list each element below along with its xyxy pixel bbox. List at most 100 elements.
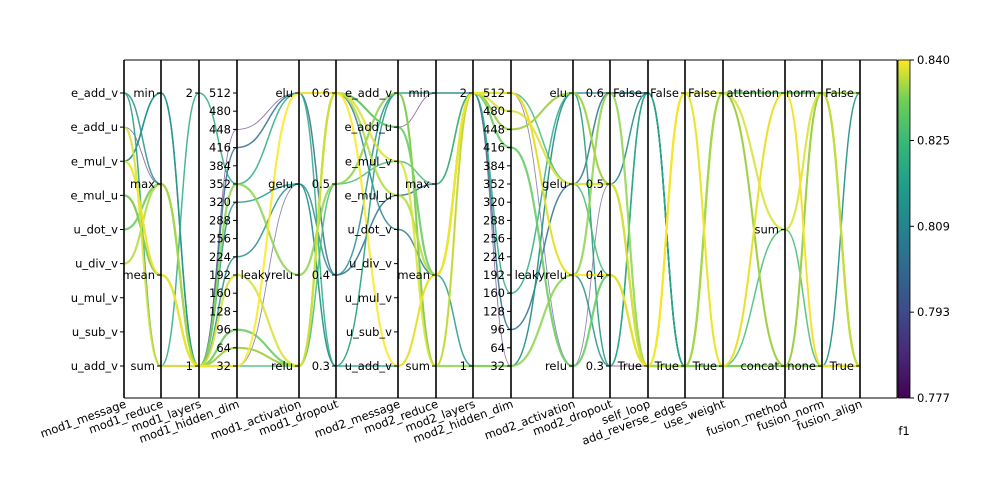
colorbar-label: f1 <box>898 424 909 438</box>
tick-label: 0.5 <box>586 177 604 191</box>
tick-label: elu <box>275 86 293 100</box>
tick-label: u_sub_v <box>72 325 118 339</box>
tick-label: e_mul_v <box>345 154 392 168</box>
tick-label: mean <box>397 268 430 282</box>
tick-label: 256 <box>483 232 505 246</box>
tick-label: 2 <box>186 86 193 100</box>
tick-label: 160 <box>209 286 231 300</box>
tick-label: 0.5 <box>312 177 330 191</box>
tick-label: mean <box>122 268 155 282</box>
series-line <box>124 91 860 368</box>
tick-label: leakyrelu <box>515 268 567 282</box>
tick-label: u_mul_v <box>345 291 392 305</box>
tick-label: 384 <box>483 159 505 173</box>
tick-label: min <box>408 86 430 100</box>
tick-label: 352 <box>483 177 505 191</box>
tick-label: attention <box>727 86 779 100</box>
tick-label: 1 <box>460 359 467 373</box>
tick-label: none <box>787 359 816 373</box>
tick-label: min <box>133 86 155 100</box>
tick-label: concat <box>740 359 779 373</box>
tick-label: 480 <box>209 104 231 118</box>
tick-label: 384 <box>209 159 231 173</box>
tick-label: True <box>617 359 642 373</box>
tick-label: True <box>692 359 717 373</box>
tick-label: e_mul_u <box>70 188 118 202</box>
tick-label: e_add_u <box>344 120 392 134</box>
tick-label: 128 <box>209 304 231 318</box>
tick-label: u_dot_v <box>348 223 393 237</box>
tick-label: u_add_v <box>71 359 118 373</box>
tick-label: u_add_v <box>345 359 392 373</box>
tick-label: u_div_v <box>349 257 392 271</box>
tick-label: True <box>654 359 679 373</box>
tick-label: gelu <box>542 177 567 191</box>
tick-label: e_add_v <box>345 86 392 100</box>
tick-label: 160 <box>483 286 505 300</box>
tick-label: 256 <box>209 232 231 246</box>
tick-label: 1 <box>186 359 193 373</box>
tick-label: False <box>613 86 642 100</box>
tick-label: e_mul_u <box>344 188 392 202</box>
tick-label: 224 <box>483 250 505 264</box>
tick-label: 0.3 <box>586 359 604 373</box>
tick-label: elu <box>549 86 567 100</box>
tick-label: max <box>405 177 430 191</box>
tick-label: 32 <box>216 359 231 373</box>
tick-label: True <box>829 359 854 373</box>
tick-label: 320 <box>483 195 505 209</box>
tick-label: 288 <box>209 213 231 227</box>
tick-label: 416 <box>209 141 231 155</box>
tick-label: 192 <box>209 268 231 282</box>
tick-label: 0.4 <box>312 268 330 282</box>
tick-label: gelu <box>268 177 293 191</box>
tick-label: 448 <box>209 122 231 136</box>
colorbar-tick-label: 0.840 <box>917 53 950 67</box>
tick-label: sum <box>131 359 155 373</box>
series-line <box>124 91 860 368</box>
tick-label: 64 <box>216 341 231 355</box>
tick-label: 0.6 <box>312 86 330 100</box>
tick-label: 512 <box>483 86 505 100</box>
tick-label: max <box>130 177 155 191</box>
tick-label: relu <box>545 359 567 373</box>
tick-label: 288 <box>483 213 505 227</box>
tick-label: 32 <box>490 359 505 373</box>
tick-label: False <box>688 86 717 100</box>
tick-label: sum <box>406 359 430 373</box>
tick-label: 96 <box>490 323 505 337</box>
colorbar-tick-label: 0.777 <box>917 391 950 405</box>
tick-label: 2 <box>460 86 467 100</box>
colorbar-gradient <box>897 59 911 399</box>
tick-label: 224 <box>209 250 231 264</box>
tick-label: norm <box>786 86 816 100</box>
tick-label: u_dot_v <box>74 223 119 237</box>
tick-label: False <box>650 86 679 100</box>
tick-label: leakyrelu <box>241 268 293 282</box>
colorbar-tick-label: 0.809 <box>917 219 950 233</box>
colorbar: 0.840 0.825 0.809 0.793 0.777 f1 <box>897 53 950 438</box>
tick-label: e_add_u <box>70 120 118 134</box>
tick-label: 0.6 <box>586 86 604 100</box>
colorbar-tick-label: 0.793 <box>917 305 950 319</box>
tick-label: e_add_v <box>71 86 118 100</box>
tick-label: False <box>825 86 854 100</box>
tick-label: e_mul_v <box>71 154 118 168</box>
tick-label: 512 <box>209 86 231 100</box>
tick-label: 480 <box>483 104 505 118</box>
tick-label: 352 <box>209 177 231 191</box>
tick-label: 0.4 <box>586 268 604 282</box>
tick-label: 320 <box>209 195 231 209</box>
tick-label: 448 <box>483 122 505 136</box>
tick-label: 96 <box>216 323 231 337</box>
tick-label: u_mul_v <box>71 291 118 305</box>
tick-label: sum <box>755 223 779 237</box>
tick-label: 128 <box>483 304 505 318</box>
colorbar-tick-label: 0.825 <box>917 133 950 147</box>
tick-label: 64 <box>490 341 505 355</box>
tick-label: relu <box>271 359 293 373</box>
tick-label: u_div_v <box>75 257 118 271</box>
tick-label: 416 <box>483 141 505 155</box>
tick-label: 0.3 <box>312 359 330 373</box>
